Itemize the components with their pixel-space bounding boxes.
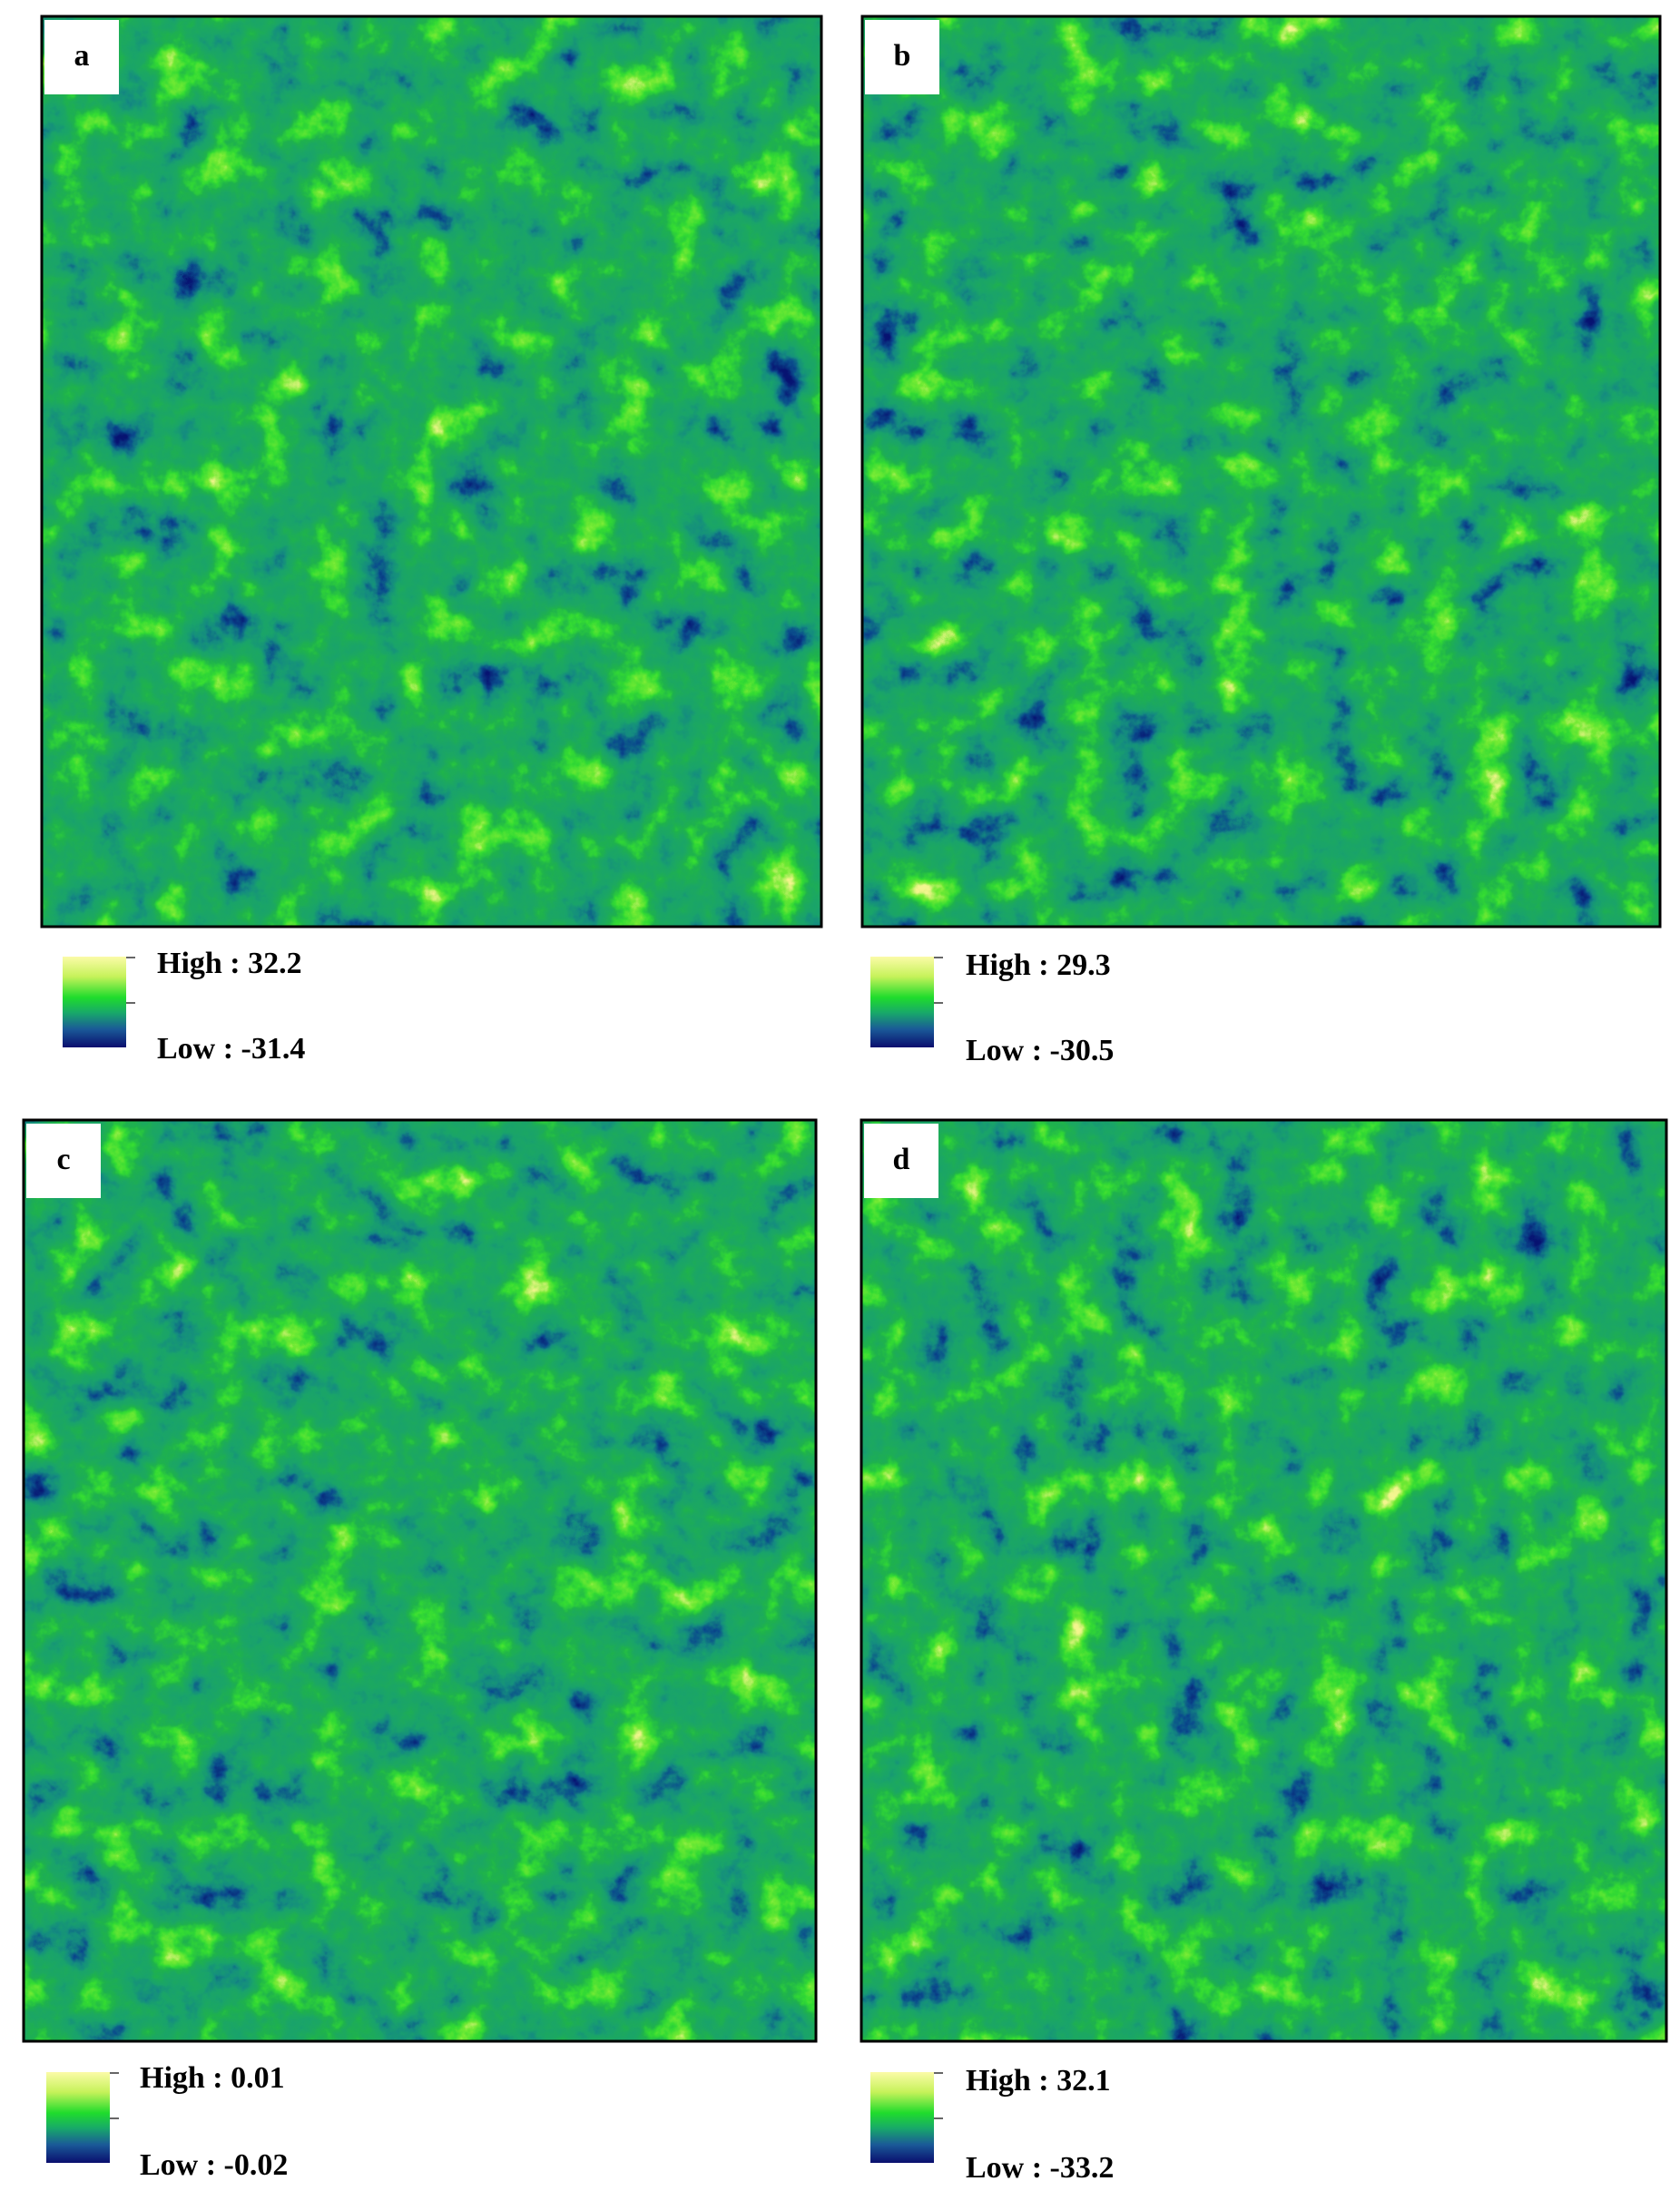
label-box bbox=[864, 1124, 938, 1198]
map-border bbox=[860, 15, 1662, 928]
map-panel: d bbox=[860, 1118, 1668, 2043]
legend-low: Low : -30.5 bbox=[966, 1034, 1114, 1067]
map-border bbox=[40, 15, 823, 928]
colorbar bbox=[63, 957, 126, 1047]
map-border bbox=[22, 1118, 818, 2043]
label-box bbox=[26, 1124, 101, 1198]
map-border bbox=[860, 1118, 1668, 2043]
legend-low: Low : -33.2 bbox=[966, 2151, 1114, 2185]
map-raster bbox=[862, 16, 1660, 927]
map-panel: a bbox=[40, 15, 823, 928]
map-raster bbox=[24, 1120, 816, 2041]
legend-low: Low : -0.02 bbox=[140, 2148, 288, 2182]
colorbar bbox=[870, 957, 934, 1047]
legend-high: High : 32.2 bbox=[157, 947, 302, 980]
label-box bbox=[44, 20, 119, 94]
label-box bbox=[865, 20, 939, 94]
legend-high: High : 32.1 bbox=[966, 2064, 1111, 2098]
panel-label: a bbox=[74, 39, 90, 73]
colorbar bbox=[870, 2072, 934, 2163]
legend: High : 32.2 Low : -31.4 bbox=[63, 947, 305, 1066]
legend: High : 0.01 Low : -0.02 bbox=[46, 2061, 288, 2182]
map-panel: c bbox=[22, 1118, 818, 2043]
map-raster bbox=[861, 1120, 1666, 2041]
colorbar bbox=[46, 2072, 110, 2163]
legend-high: High : 0.01 bbox=[140, 2061, 285, 2095]
panel-label: b bbox=[894, 39, 911, 73]
legend-high: High : 29.3 bbox=[966, 948, 1111, 982]
legend: High : 29.3 Low : -30.5 bbox=[870, 948, 1114, 1067]
panel-label: d bbox=[893, 1143, 910, 1176]
panel-label: c bbox=[56, 1143, 70, 1176]
map-panel: b bbox=[860, 15, 1662, 928]
legend: High : 32.1 Low : -33.2 bbox=[870, 2064, 1114, 2185]
map-raster bbox=[42, 16, 821, 927]
legend-low: Low : -31.4 bbox=[157, 1032, 305, 1066]
